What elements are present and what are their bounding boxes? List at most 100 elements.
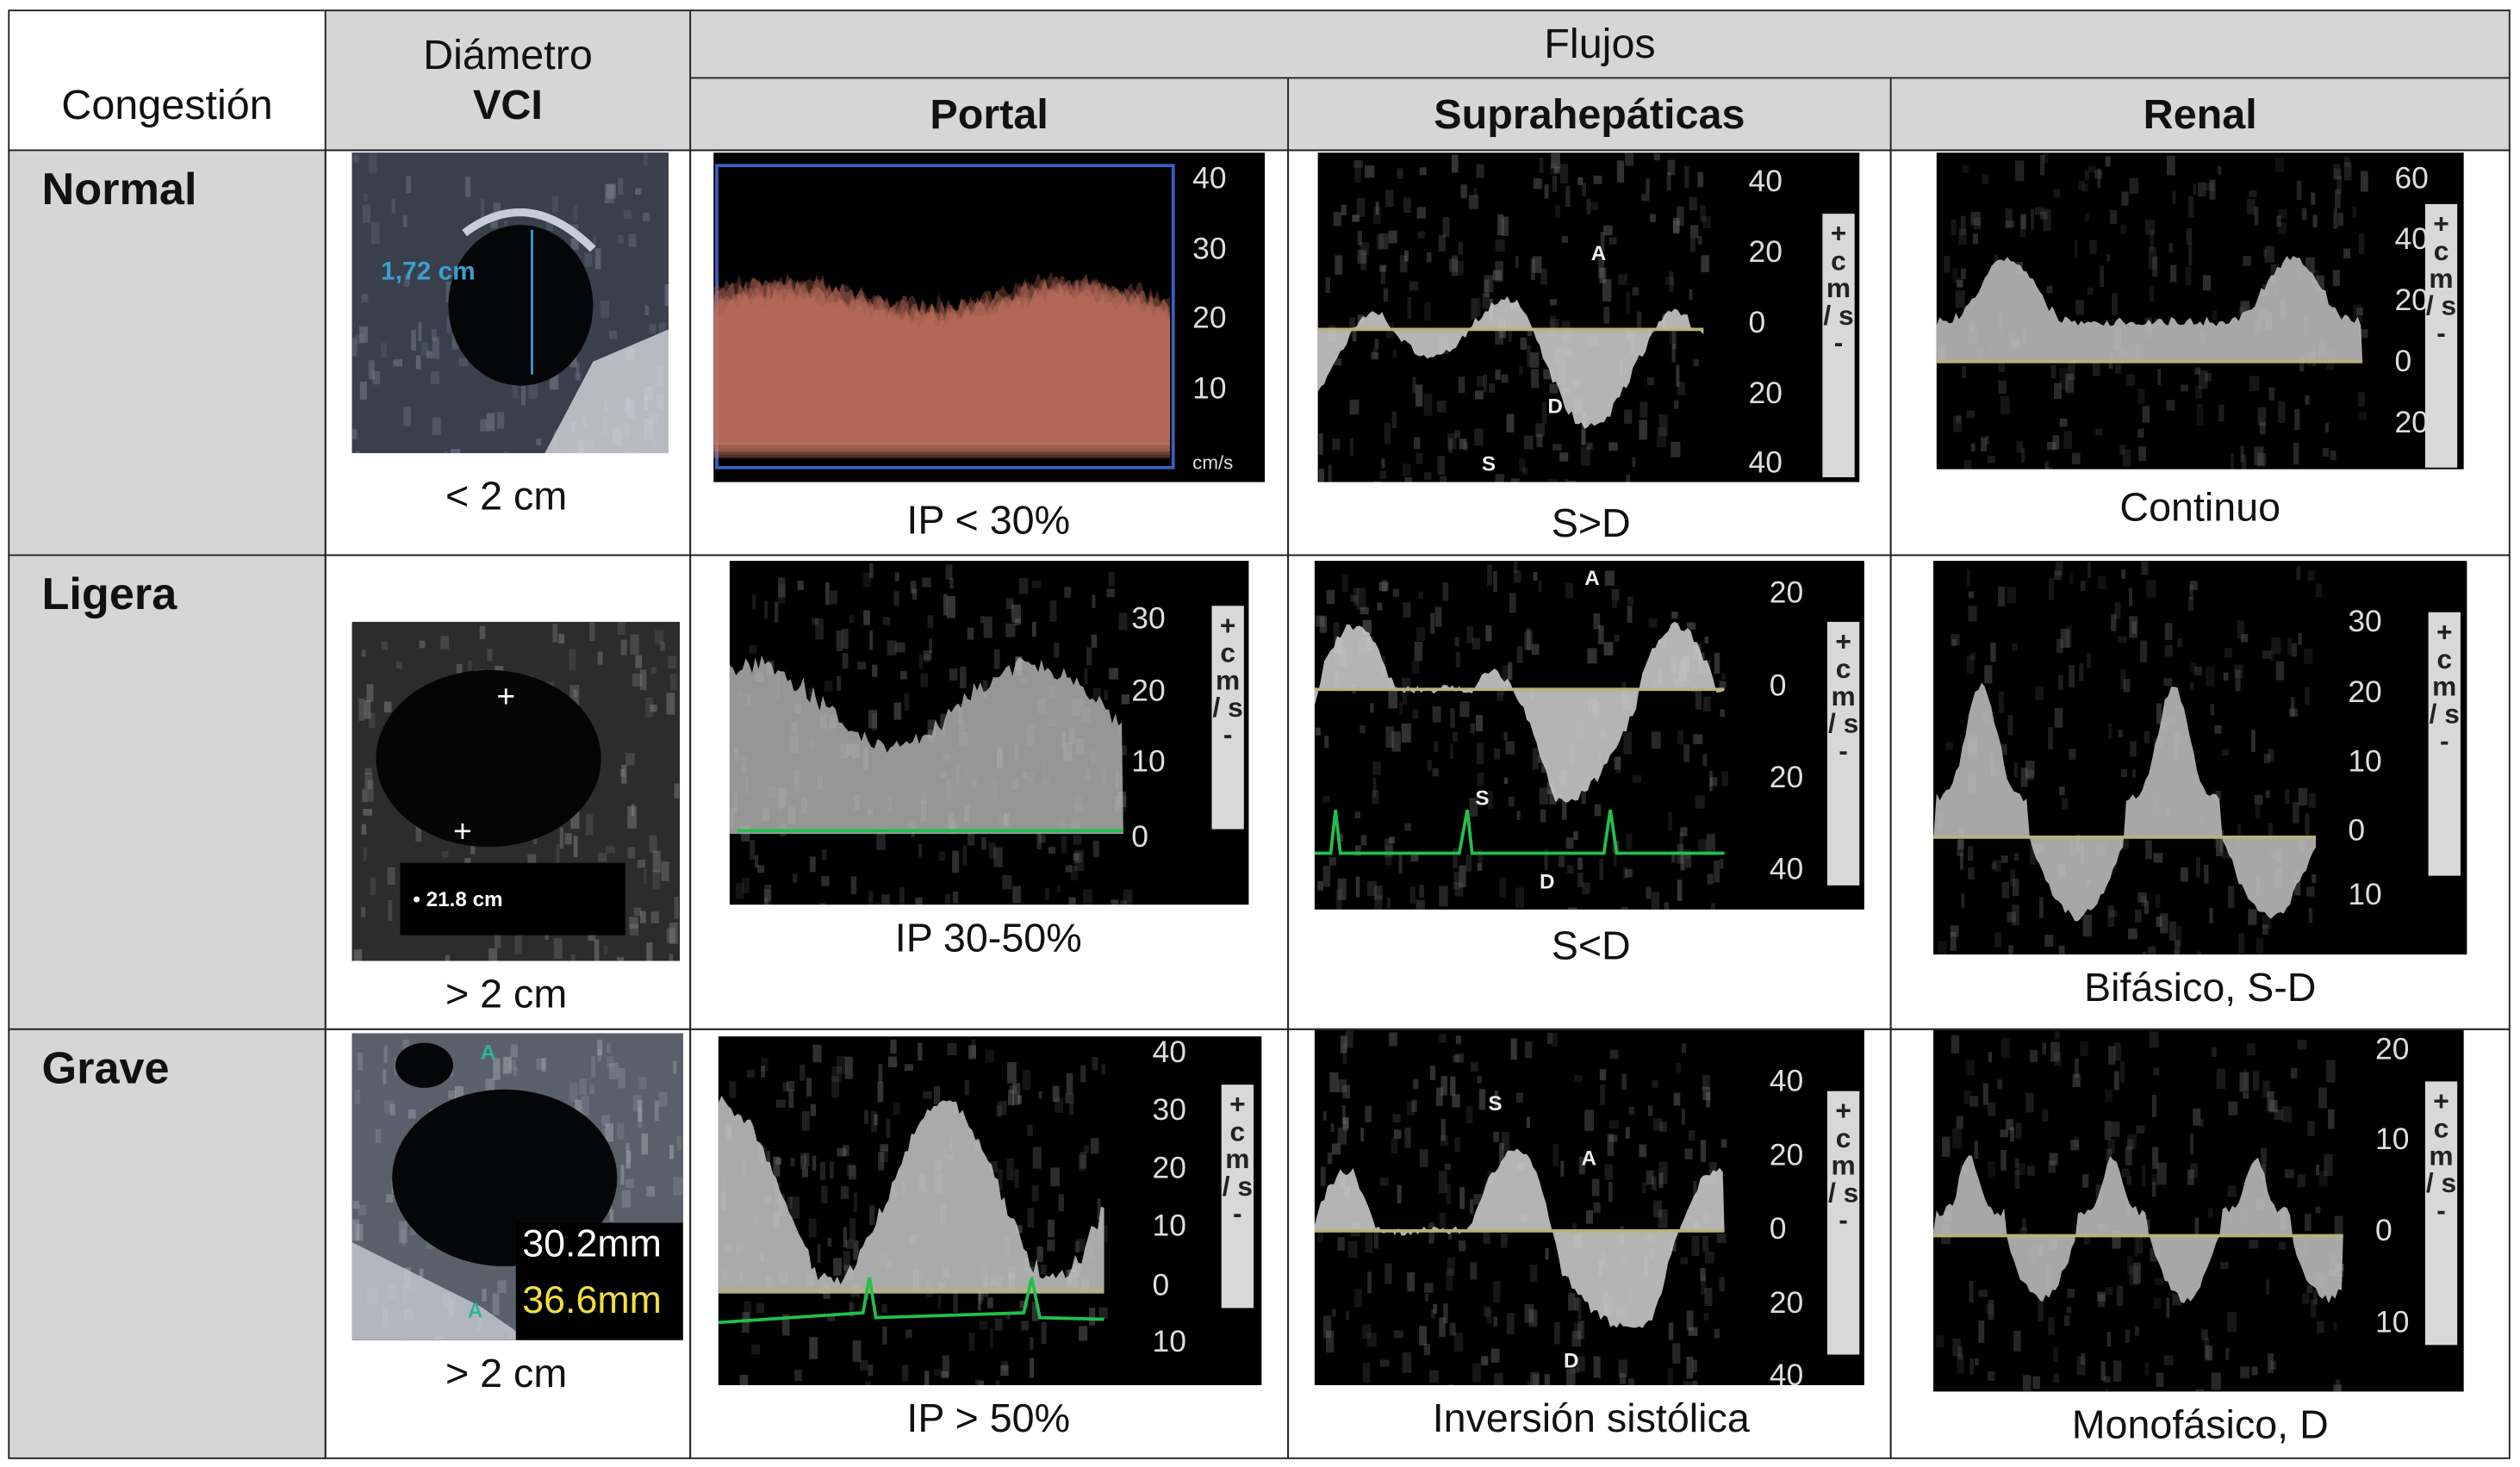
velocity-unit-label: + c m / s -	[1826, 621, 1860, 886]
axis-tick-label: 20	[1152, 1152, 1186, 1186]
doppler-trace	[718, 1039, 1109, 1385]
renal-caption: Monofásico, D	[2071, 1402, 2329, 1448]
vci-measurement: • 21.8 cm	[413, 886, 503, 911]
svg-text:+: +	[453, 812, 472, 848]
renal-doppler-normal: 60 40 20 0 20 + c m / s -	[1936, 152, 2464, 469]
waveform-marker: A	[1590, 240, 1607, 265]
renal-caption: Bifásico, S-D	[2083, 966, 2317, 1011]
axis-tick-label: 40	[1769, 1359, 1804, 1385]
axis-tick-label: 20	[1769, 761, 1804, 796]
axis-tick-label: 20	[2375, 1033, 2410, 1067]
doppler-trace	[352, 1033, 683, 1340]
axis-tick-label: 20	[1748, 377, 1783, 412]
waveform-marker: S	[1488, 1091, 1503, 1116]
waveform-marker: D	[1547, 394, 1563, 419]
axis-tick-label: 40	[1748, 446, 1783, 481]
velocity-unit-label: + c m / s -	[2428, 612, 2461, 876]
row-label: Ligera	[41, 569, 177, 619]
axis-tick-label: 20	[1131, 674, 1166, 709]
supra-caption: Inversión sistólica	[1432, 1396, 1750, 1442]
renal-caption: Continuo	[2119, 485, 2281, 531]
axis-tick-label: 0	[2375, 1215, 2392, 1249]
axis-tick-label: 0	[2348, 814, 2366, 848]
vci-caption: > 2 cm	[445, 1351, 568, 1397]
axis-tick-label: 60	[2394, 162, 2429, 196]
vci-marker: A	[480, 1039, 496, 1064]
axis-tick-label: 20	[1769, 1139, 1804, 1173]
axis-tick-label: 30	[2348, 606, 2382, 640]
header-flows-text: Flujos	[1544, 19, 1656, 68]
axis-tick-label: 0	[1748, 307, 1766, 341]
row-label: Normal	[41, 164, 197, 214]
waveform-marker: A	[1581, 1146, 1597, 1171]
axis-tick-label: 0	[1769, 669, 1787, 705]
waveform-marker: S	[1481, 451, 1496, 476]
axis-tick-label: 20	[2394, 284, 2429, 319]
axis-tick-label: 40	[1769, 853, 1804, 887]
axis-tick-label: 20	[1769, 1287, 1804, 1321]
velocity-unit-label: + c m / s -	[1826, 1091, 1860, 1355]
portal-caption: IP < 30%	[906, 498, 1071, 544]
axis-tick-label: 40	[1192, 162, 1227, 196]
doppler-trace	[1933, 1031, 2344, 1392]
header-flows: Flujos	[689, 9, 2511, 79]
vci-measurement: 1,72 cm	[381, 258, 476, 287]
velocity-unit-label: + c m / s -	[1211, 606, 1244, 830]
velocity-unit-label: + c m / s -	[2424, 203, 2458, 468]
waveform-marker: A	[1584, 565, 1600, 590]
axis-tick-label: 30	[1131, 602, 1166, 637]
header-renal-text: Renal	[2143, 89, 2257, 138]
header-congestion-text: Congestión	[61, 80, 273, 129]
axis-tick-label: 0	[2394, 345, 2412, 380]
doppler-trace	[1314, 1030, 1727, 1385]
waveform-marker: S	[1475, 786, 1490, 811]
axis-tick-label: 20	[2394, 406, 2429, 441]
axis-tick-label: 30	[1152, 1094, 1186, 1128]
axis-tick-label: 20	[1769, 576, 1804, 611]
header-suprahepatic-text: Suprahepáticas	[1434, 89, 1745, 138]
axis-tick-label: 40	[1748, 165, 1783, 200]
vci-caption: < 2 cm	[445, 474, 568, 519]
supra-caption: S>D	[1551, 501, 1631, 547]
waveform-marker: D	[1540, 869, 1555, 894]
portal-doppler-severe: 40 30 20 10 0 10 + c m / s -	[718, 1036, 1262, 1385]
doppler-trace	[1317, 152, 1711, 482]
vci-measurement-1: 30.2mm	[522, 1222, 662, 1266]
row-label: Grave	[41, 1042, 170, 1093]
axis-tick-label: 10	[2375, 1122, 2410, 1158]
axis-tick-label: cm/s	[1192, 451, 1234, 475]
vci-ultrasound-severe: 30.2mm 36.6mm A A	[352, 1033, 683, 1340]
header-diameter-text: Diámetro	[423, 30, 593, 79]
axis-tick-label: 20	[2348, 676, 2382, 711]
doppler-trace	[729, 563, 1133, 905]
axis-tick-label: 20	[1748, 236, 1783, 270]
header-congestion: Congestión	[8, 9, 327, 152]
waveform-marker: D	[1564, 1348, 1579, 1373]
vci-measurement-2: 36.6mm	[522, 1278, 662, 1323]
axis-tick-label: 30	[1192, 233, 1227, 267]
axis-tick-label: 0	[1769, 1213, 1787, 1247]
header-portal-text: Portal	[930, 89, 1048, 138]
axis-tick-label: 40	[2394, 223, 2429, 258]
renal-doppler-severe: 20 10 0 10 + c m / s -	[1933, 1029, 2464, 1392]
axis-tick-label: 10	[2348, 879, 2382, 913]
doppler-trace	[352, 152, 669, 454]
header-diameter: Diámetro VCI	[324, 9, 692, 152]
header-renal: Renal	[1889, 77, 2511, 152]
renal-doppler-mild: 30 20 10 0 10 + c m / s -	[1933, 561, 2467, 955]
row-label-cell: Normal	[8, 149, 327, 556]
axis-tick-label: 10	[1152, 1325, 1186, 1360]
vci-ultrasound-normal: 1,72 cm	[352, 152, 669, 454]
axis-tick-label: 0	[1131, 821, 1148, 855]
header-vci-text: VCI	[473, 80, 543, 129]
axis-tick-label: 10	[1192, 372, 1227, 407]
velocity-unit-label: + c m / s -	[1221, 1085, 1254, 1308]
doppler-trace	[713, 164, 1175, 469]
axis-tick-label: 10	[2348, 745, 2382, 780]
portal-doppler-normal: 40 30 20 10 cm/s	[713, 152, 1266, 482]
header-suprahepatic: Suprahepáticas	[1287, 77, 1892, 152]
header-portal: Portal	[689, 77, 1290, 152]
table-cell	[1889, 1028, 2511, 1459]
vci-caption: > 2 cm	[445, 972, 568, 1017]
